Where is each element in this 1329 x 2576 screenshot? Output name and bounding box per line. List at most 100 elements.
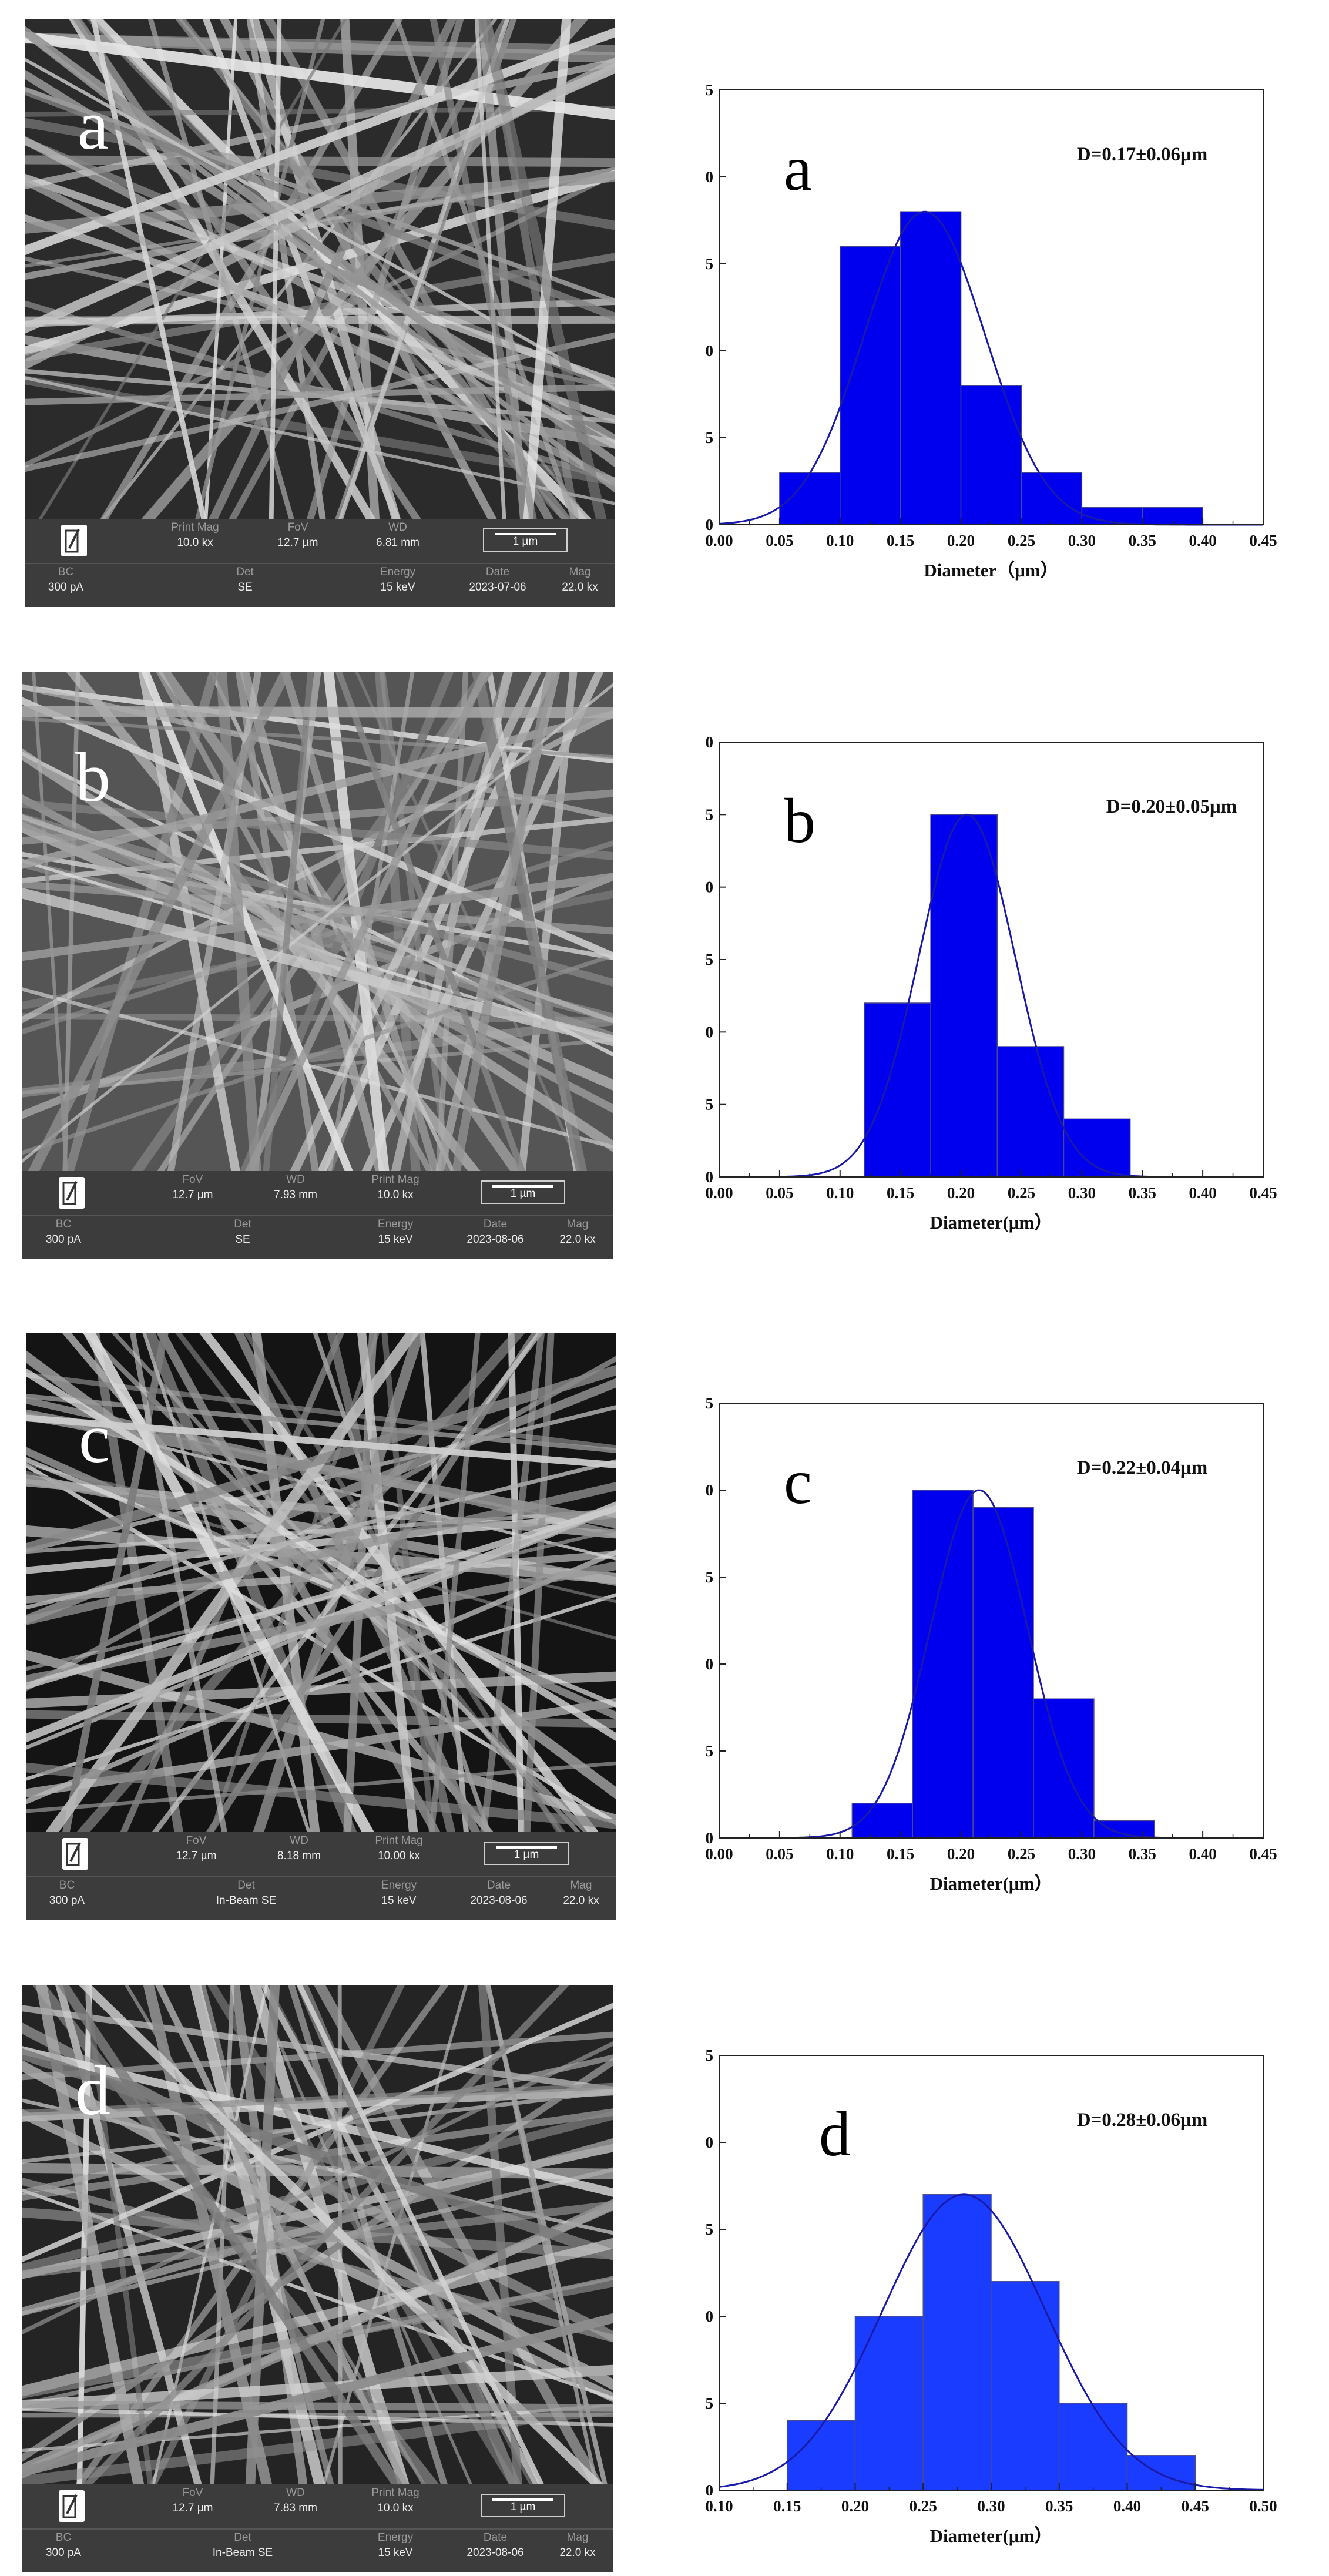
- y-tick-label: 5: [706, 1742, 714, 1760]
- x-tick-label: 0.05: [766, 532, 793, 549]
- x-tick-label: 0.30: [1068, 532, 1096, 549]
- x-tick-label: 0.45: [1249, 1845, 1277, 1863]
- panel-letter: b: [75, 738, 110, 816]
- x-tick-label: 0.25: [1008, 532, 1035, 549]
- histogram-bar: [1126, 2455, 1196, 2491]
- x-tick-label: 0.40: [1113, 2497, 1141, 2515]
- info-field: FoV 12.7 µm: [176, 1834, 217, 1862]
- x-tick-label: 0.35: [1129, 532, 1156, 549]
- mean-sd-annotation: D=0.17±0.06μm: [1077, 144, 1207, 165]
- info-field: WD 6.81 mm: [376, 521, 419, 549]
- sem-micrograph: a: [25, 19, 615, 519]
- info-field: WD 7.83 mm: [274, 2487, 317, 2514]
- x-tick-label: 0.00: [705, 1845, 733, 1863]
- info-field: Date 2023-08-06: [467, 2531, 524, 2559]
- x-tick-label: 0.25: [910, 2497, 937, 2515]
- y-tick-label: 25: [705, 1394, 713, 1412]
- info-field: BC 300 pA: [45, 1218, 82, 1246]
- x-tick-label: 0.20: [947, 1845, 975, 1863]
- y-tick-label: 15: [705, 1568, 713, 1586]
- y-tick-label: 0: [706, 1168, 714, 1186]
- info-field: Det In-Beam SE: [216, 1879, 277, 1907]
- x-tick-label: 0.40: [1189, 532, 1216, 549]
- x-tick-label: 0.25: [1008, 1184, 1035, 1202]
- histogram-bar: [900, 211, 962, 525]
- histogram-bar: [1033, 1698, 1095, 1839]
- info-field: Date 2023-07-06: [469, 566, 526, 593]
- x-tick-label: 0.50: [1249, 2497, 1277, 2515]
- y-tick-label: 5: [706, 2394, 714, 2412]
- sem-info-bar: FoV 12.7 µm WD 7.93 mm Print Mag 10.0 kx 1 …: [22, 1171, 613, 1259]
- x-tick-label: 0.30: [1068, 1184, 1096, 1202]
- histogram-bar: [851, 1803, 913, 1839]
- sem-info-bar: Print Mag 10.0 kx FoV 12.7 µm WD 6.81 mm 1 …: [25, 519, 615, 607]
- info-field: WD 7.93 mm: [274, 1173, 317, 1201]
- x-tick-label: 0.40: [1189, 1184, 1216, 1202]
- x-tick-label: 0.05: [766, 1845, 793, 1863]
- info-field: Date 2023-08-06: [470, 1879, 528, 1907]
- histogram-b: 0.00 0.05 0.10 0.15 0.20 0.25 0.30 0.35 0.40 0.45…: [662, 672, 1329, 1259]
- y-tick-label: 15: [705, 255, 713, 273]
- instrument-logo-icon: [59, 2490, 85, 2522]
- histogram-bar: [922, 2194, 992, 2491]
- x-tick-label: 0.15: [887, 1184, 914, 1202]
- info-field: Det SE: [234, 1218, 251, 1246]
- x-axis-label: Diameter(μm）: [930, 1212, 1053, 1233]
- x-tick-label: 0.10: [826, 1184, 854, 1202]
- info-field: Det SE: [236, 566, 254, 593]
- info-field: WD 8.18 mm: [277, 1834, 321, 1862]
- x-tick-label: 0.15: [773, 2497, 801, 2515]
- histogram-bar: [787, 2420, 856, 2491]
- x-tick-label: 0.05: [766, 1184, 793, 1202]
- instrument-logo-icon: [62, 1838, 88, 1870]
- y-tick-label: 15: [705, 2221, 713, 2238]
- y-tick-label: 0: [706, 2481, 714, 2499]
- y-tick-label: 0: [706, 516, 714, 534]
- histogram-bar: [930, 814, 998, 1178]
- gaussian-fit-curve: [719, 2193, 1264, 2491]
- info-field: BC 300 pA: [49, 1879, 85, 1907]
- x-axis-label: Diameter(μm）: [930, 2525, 1053, 2546]
- y-tick-label: 10: [705, 342, 713, 360]
- x-tick-label: 0.40: [1189, 1845, 1216, 1863]
- y-tick-label: 10: [705, 2307, 713, 2325]
- x-tick-label: 0.35: [1129, 1184, 1156, 1202]
- histogram-d: 0.10 0.15 0.20 0.25 0.30 0.35 0.40 0.45 0.50 0 5 10…: [662, 1985, 1329, 2572]
- panel-letter: d: [819, 2099, 851, 2169]
- histogram-bar: [840, 246, 901, 525]
- y-tick-label: 0: [706, 1829, 714, 1847]
- info-field: Energy 15 keV: [380, 566, 416, 593]
- panel-row-c: c FoV 12.7 µm WD 8.18 mm Print Mag 10.00 kx…: [0, 1333, 1329, 1920]
- scale-bar: 1 µm: [481, 2494, 565, 2517]
- x-tick-label: 0.25: [1008, 1845, 1035, 1863]
- info-field: Mag 22.0 kx: [562, 566, 598, 593]
- panel-letter: c: [784, 1447, 812, 1517]
- sem-image-c: c FoV 12.7 µm WD 8.18 mm Print Mag 10.00 kx…: [26, 1333, 616, 1920]
- y-tick-label: 30: [705, 733, 713, 751]
- info-field: BC 300 pA: [48, 566, 84, 593]
- histogram-c: 0.00 0.05 0.10 0.15 0.20 0.25 0.30 0.35 0.40 0.45…: [662, 1333, 1329, 1920]
- panel-row-b: b FoV 12.7 µm WD 7.93 mm Print Mag 10.0 kx …: [0, 672, 1329, 1259]
- y-tick-label: 20: [705, 878, 713, 896]
- panel-row-a: a Print Mag 10.0 kx FoV 12.7 µm WD 6.81 mm …: [0, 19, 1329, 607]
- histogram-a: 0.00 0.05 0.10 0.15 0.20 0.25 0.30 0.35 0.40 0.45…: [662, 19, 1329, 607]
- y-tick-label: 25: [705, 806, 713, 823]
- y-tick-label: 5: [706, 429, 714, 447]
- sem-image-d: d FoV 12.7 µm WD 7.83 mm Print Mag 10.0 kx …: [22, 1985, 613, 2572]
- info-field: FoV 12.7 µm: [172, 2487, 213, 2514]
- x-tick-label: 0.10: [826, 532, 854, 549]
- x-tick-label: 0.30: [977, 2497, 1005, 2515]
- y-tick-label: 15: [705, 951, 713, 968]
- info-field: Energy 15 keV: [381, 1879, 417, 1907]
- info-field: Print Mag 10.0 kx: [171, 521, 219, 549]
- x-tick-label: 0.10: [826, 1845, 854, 1863]
- y-tick-label: 5: [706, 1096, 714, 1113]
- x-tick-label: 0.20: [947, 1184, 975, 1202]
- x-tick-label: 0.15: [887, 532, 914, 549]
- info-field: BC 300 pA: [45, 2531, 82, 2559]
- panel-letter: d: [75, 2051, 110, 2129]
- panel-letter: b: [784, 786, 815, 856]
- info-field: Date 2023-08-06: [467, 1218, 524, 1246]
- info-field: Energy 15 keV: [377, 1218, 414, 1246]
- histogram-bar: [991, 2281, 1060, 2491]
